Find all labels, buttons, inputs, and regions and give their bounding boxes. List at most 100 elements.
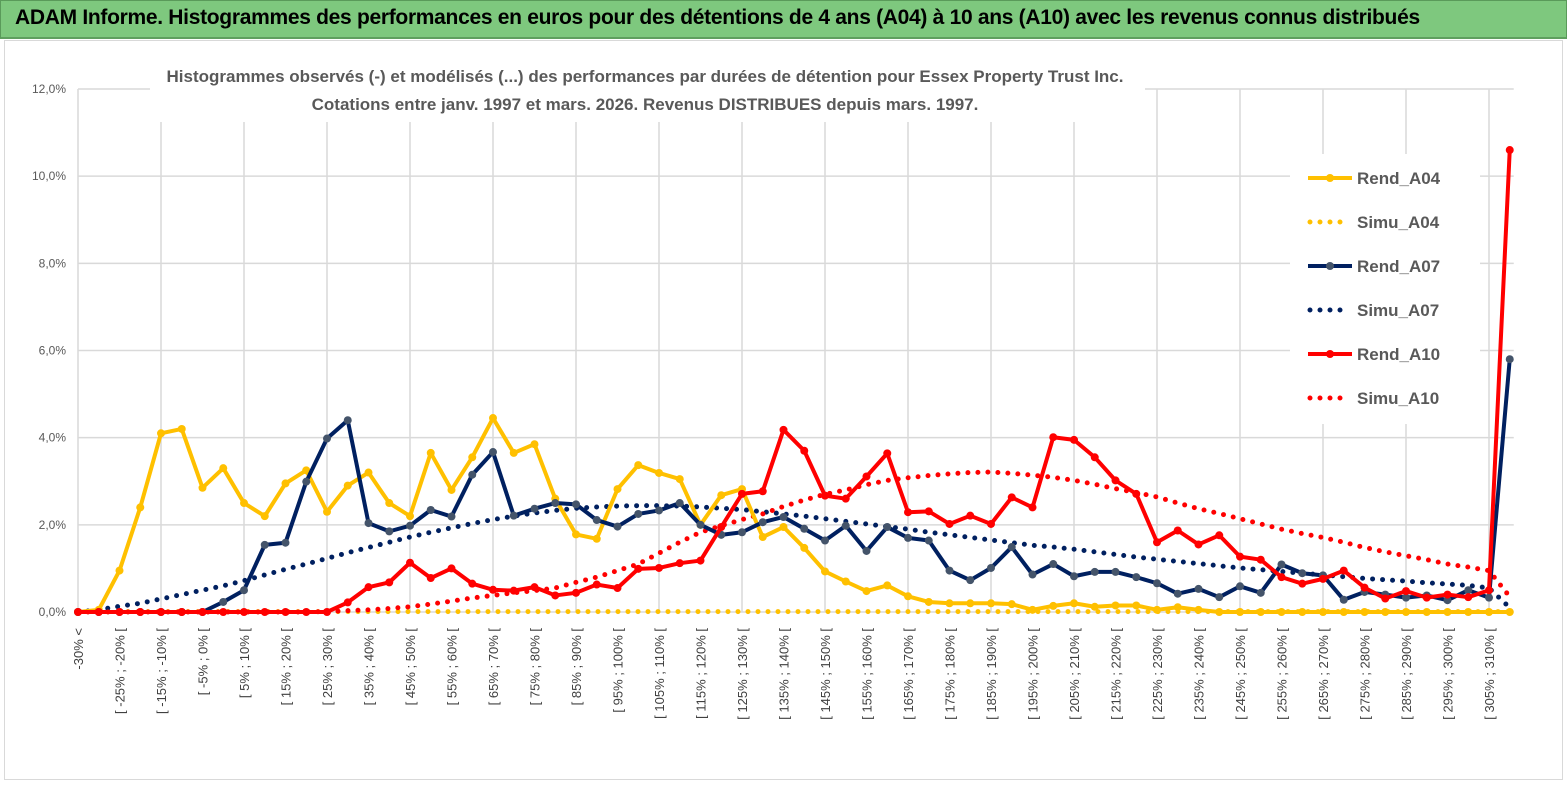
series-group <box>74 146 1514 616</box>
data-point <box>1360 583 1369 592</box>
data-point <box>1153 579 1161 588</box>
data-point <box>758 533 767 542</box>
data-point <box>447 485 456 494</box>
data-point <box>1485 608 1493 616</box>
y-tick-label: 4,0% <box>39 431 67 445</box>
x-tick-label: [ 305% ; 310% [ <box>1482 628 1497 720</box>
legend-label: Simu_A07 <box>1357 301 1439 320</box>
x-tick-label: [ 225% ; 230% [ <box>1150 628 1165 720</box>
x-tick-label: [ 25% ; 30% [ <box>320 628 335 706</box>
data-point <box>800 524 809 533</box>
data-point <box>1422 608 1431 616</box>
data-point <box>592 580 601 589</box>
data-point <box>426 574 435 583</box>
x-tick-label: [ 45% ; 50% [ <box>403 628 418 706</box>
data-point <box>904 533 912 542</box>
x-tick-label: -30% < <box>71 628 86 670</box>
data-point <box>696 556 705 565</box>
x-tick-label: [ 35% ; 40% [ <box>362 628 377 706</box>
data-point <box>966 576 975 585</box>
data-point <box>551 499 560 508</box>
data-point <box>634 509 643 518</box>
data-point <box>1505 608 1514 616</box>
data-point <box>572 588 580 597</box>
data-point <box>738 489 746 498</box>
data-point <box>1194 605 1203 614</box>
data-point <box>1464 593 1473 602</box>
data-point <box>94 608 103 616</box>
data-point <box>1070 435 1078 444</box>
data-point <box>572 500 580 509</box>
data-point <box>489 414 497 423</box>
data-point <box>675 475 684 484</box>
data-point <box>1153 605 1161 614</box>
data-point <box>862 587 871 596</box>
data-point <box>1111 601 1120 610</box>
data-point <box>406 558 414 567</box>
data-point <box>115 566 124 575</box>
data-point <box>530 440 539 449</box>
data-point <box>1090 453 1099 462</box>
data-point <box>551 591 560 600</box>
data-point <box>945 566 954 575</box>
x-tick-label: [ 185% ; 190% [ <box>984 628 999 720</box>
data-point <box>1277 573 1286 582</box>
data-point <box>489 585 497 594</box>
series-line <box>75 469 1513 615</box>
data-point <box>613 485 622 494</box>
legend-marker <box>1326 350 1334 358</box>
data-point <box>675 559 684 568</box>
data-point <box>177 424 186 433</box>
data-point <box>219 597 228 606</box>
x-tick-label: [ 135% ; 140% [ <box>777 628 792 720</box>
data-point <box>1236 608 1244 616</box>
data-point <box>1256 555 1265 564</box>
y-tick-label: 8,0% <box>39 256 67 270</box>
x-tick-label: [ 15% ; 20% [ <box>279 628 294 706</box>
data-point <box>758 487 767 496</box>
data-point <box>1402 608 1410 616</box>
data-point <box>406 521 414 530</box>
title-background <box>150 58 1145 122</box>
data-point <box>904 508 912 517</box>
x-axis: -30% < [ -25% ; -20% [[ -15% ; -10% [[ -5… <box>71 628 1497 720</box>
y-tick-label: 0,0% <box>39 605 67 619</box>
data-point <box>260 608 269 616</box>
data-point <box>592 534 601 543</box>
x-tick-label: [ 175% ; 180% [ <box>943 628 958 720</box>
data-point <box>1215 593 1224 602</box>
data-point <box>987 563 995 572</box>
data-point <box>1173 526 1182 535</box>
data-point <box>779 512 788 521</box>
data-point <box>1173 589 1182 598</box>
data-point <box>1111 476 1120 485</box>
data-point <box>343 598 352 607</box>
data-point <box>219 608 228 616</box>
data-point <box>364 468 373 477</box>
data-point <box>1319 608 1327 616</box>
data-point <box>530 504 539 513</box>
data-point <box>1111 567 1120 576</box>
data-point <box>468 579 477 588</box>
data-point <box>821 567 829 576</box>
legend: Rend_A04 Simu_A04 Rend_A07 Simu_A07 Rend_A10… <box>1290 154 1480 424</box>
data-point <box>426 506 435 515</box>
legend-marker <box>1326 174 1334 182</box>
data-point <box>1422 593 1431 602</box>
data-point <box>966 599 975 608</box>
data-point <box>157 429 165 438</box>
data-point <box>1339 566 1348 575</box>
data-point <box>1173 603 1182 612</box>
data-point <box>1194 584 1203 593</box>
data-point <box>468 453 477 462</box>
data-point <box>1402 587 1410 596</box>
data-point <box>1505 355 1514 364</box>
data-point <box>385 527 394 536</box>
data-point <box>157 608 165 616</box>
data-point <box>219 464 228 473</box>
x-tick-label: [ 235% ; 240% [ <box>1192 628 1207 720</box>
data-point <box>1256 588 1265 597</box>
data-point <box>862 472 871 481</box>
data-point <box>572 530 580 539</box>
data-point <box>1443 596 1452 605</box>
